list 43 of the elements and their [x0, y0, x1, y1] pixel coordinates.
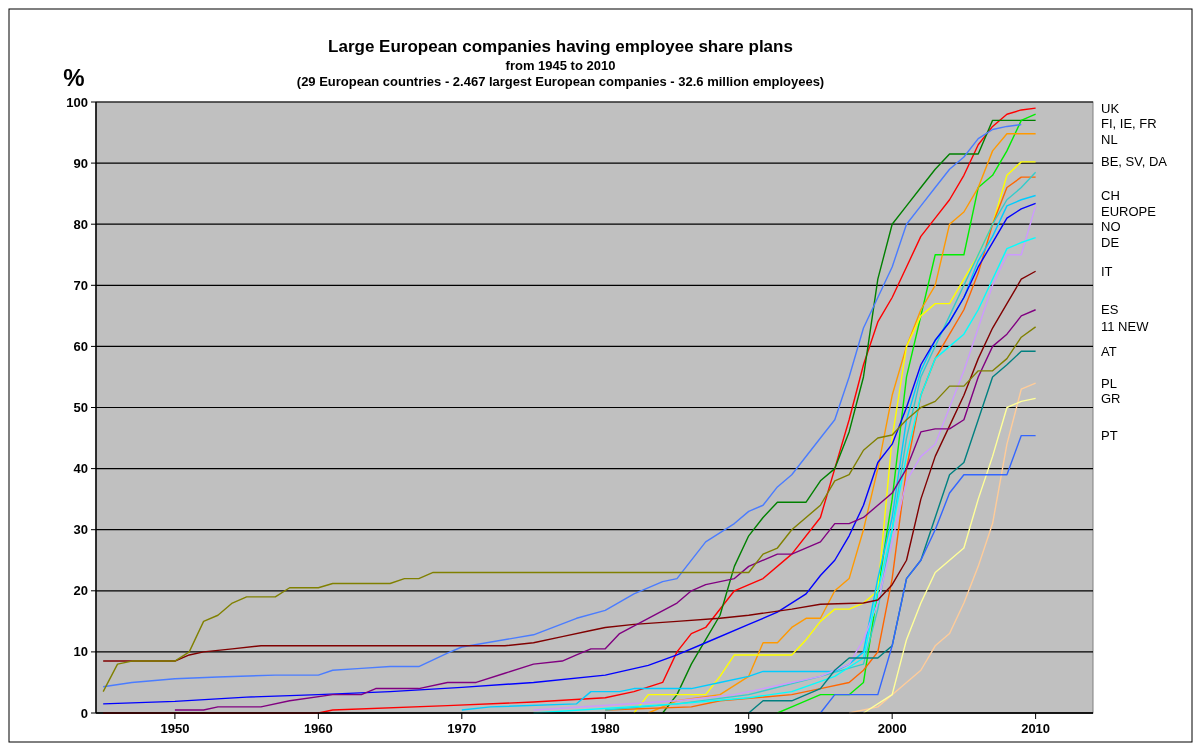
text: 11 NEW [1101, 319, 1150, 335]
y-tick-label: 80 [73, 216, 88, 232]
y-tick-label: 30 [73, 522, 88, 538]
x-tick-label: 1990 [734, 721, 764, 736]
y-tick-label: 100 [66, 94, 88, 110]
text: NO [1101, 219, 1121, 235]
x-tick-label: 1950 [160, 721, 190, 736]
x-tick-label: 2000 [877, 721, 907, 736]
x-tick-label: 2010 [1021, 721, 1051, 736]
text: DE [1101, 234, 1120, 250]
y-axis-title: % [63, 64, 85, 91]
line-series [819, 434, 1037, 714]
y-tick-label: 70 [73, 277, 88, 293]
text: GR [1101, 391, 1121, 407]
text: AT [1101, 343, 1117, 359]
text: UK [1101, 100, 1120, 116]
text: (29 European countries - 2.467 largest European companies - 32.6 million employees) [296, 74, 825, 89]
y-tick-label: 90 [73, 155, 88, 171]
x-tick-label: 1980 [590, 721, 620, 736]
line-series [174, 309, 1037, 711]
line-series [102, 270, 1037, 662]
text: NL [1101, 131, 1118, 147]
y-tick-label: 60 [73, 338, 88, 354]
text: BE, SV, DA [1101, 154, 1168, 170]
x-tick-label: 1970 [447, 721, 477, 736]
y-tick-label: 40 [73, 461, 88, 477]
line-series [776, 113, 1037, 714]
text: EUROPE [1101, 203, 1157, 219]
line-series [102, 202, 1037, 705]
x-tick-label: 1960 [303, 721, 333, 736]
text: CH [1101, 188, 1120, 204]
y-tick-label: 0 [80, 705, 88, 721]
text: PL [1101, 375, 1117, 391]
chart-title: Large European companies having employee share plans [328, 37, 793, 56]
text: ES [1101, 302, 1119, 318]
y-tick-label: 10 [73, 644, 88, 660]
text: PT [1101, 428, 1118, 444]
text: FI, IE, FR [1101, 116, 1157, 132]
y-tick-label: 50 [73, 400, 88, 416]
y-tick-label: 20 [73, 583, 88, 599]
chart-subtitle: from 1945 to 2010 [505, 58, 616, 73]
text: IT [1101, 263, 1113, 279]
line-series [102, 326, 1037, 693]
